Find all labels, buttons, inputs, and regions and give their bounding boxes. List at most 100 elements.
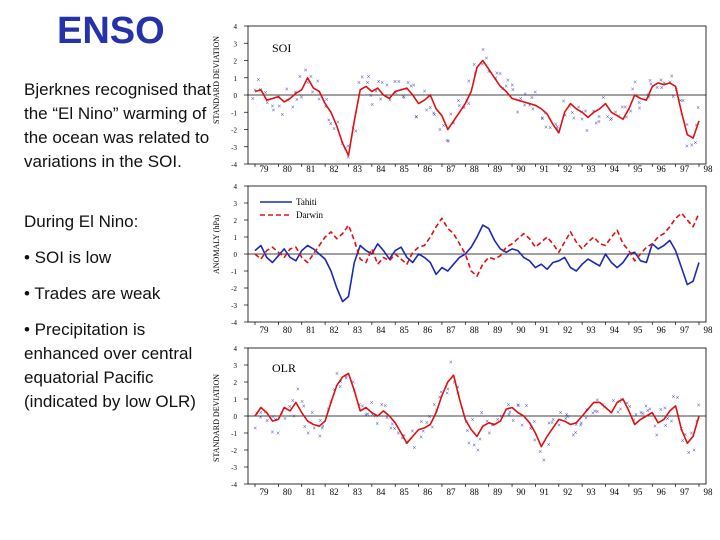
scatter-point: ×: [445, 137, 449, 145]
scatter-point: ×: [530, 94, 534, 102]
x-tick-label: 90: [517, 325, 527, 335]
scatter-point: ×: [329, 398, 333, 406]
x-tick-label: 97: [680, 487, 690, 497]
scatter-point: ×: [357, 401, 361, 409]
scatter-point: ×: [438, 394, 442, 402]
scatter-point: ×: [670, 73, 674, 81]
y-tick-label: -4: [231, 319, 237, 327]
scatter-point: ×: [532, 418, 536, 426]
x-tick-label: 94: [610, 164, 620, 174]
scatter-point: ×: [606, 113, 610, 121]
scatter-point: ×: [574, 421, 578, 429]
scatter-point: ×: [697, 402, 701, 410]
scatter-point: ×: [326, 406, 330, 414]
series-line-soi-smoothed: [254, 59, 700, 157]
scatter-point: ×: [472, 442, 476, 450]
scatter-point: ×: [425, 419, 429, 427]
scatter-point: ×: [393, 425, 397, 433]
scatter-point: ×: [271, 107, 275, 115]
scatter-point: ×: [681, 97, 685, 105]
scatter-point: ×: [471, 416, 475, 424]
scatter-point: ×: [611, 397, 615, 405]
scatter-point: ×: [375, 420, 379, 428]
scatter-point: ×: [648, 405, 652, 413]
scatter-point: ×: [390, 421, 394, 429]
scatter-point: ×: [473, 69, 477, 77]
scatter-point: ×: [671, 93, 675, 101]
scatter-point: ×: [675, 394, 679, 402]
scatter-point: ×: [500, 412, 504, 420]
y-tick-label: 4: [234, 183, 238, 191]
scatter-point: ×: [681, 437, 685, 445]
scatter-point: ×: [338, 383, 342, 391]
scatter-point: ×: [580, 116, 584, 124]
scatter-point: ×: [646, 407, 650, 415]
scatter-point: ×: [562, 97, 566, 105]
scatter-point: ×: [253, 425, 257, 433]
scatter-point: ×: [516, 402, 520, 410]
x-tick-label: 79: [260, 325, 270, 335]
x-tick-label: 85: [400, 487, 410, 497]
legend-label-darwin: Darwin: [296, 210, 323, 220]
scatter-point: ×: [438, 126, 442, 134]
scatter-point: ×: [616, 409, 620, 417]
scatter-point: ×: [377, 78, 381, 86]
scatter-point: ×: [472, 61, 476, 69]
scatter-point: ×: [579, 419, 583, 427]
scatter-point: ×: [548, 124, 552, 132]
scatter-point: ×: [655, 431, 659, 439]
x-tick-label: 89: [493, 164, 503, 174]
scatter-point: ×: [457, 97, 461, 105]
scatter-point: ×: [511, 417, 515, 425]
scatter-point: ×: [389, 424, 393, 432]
scatter-point: ×: [286, 96, 290, 104]
y-tick-label: 3: [234, 40, 238, 48]
scatter-point: ×: [402, 432, 406, 440]
scatter-point: ×: [496, 416, 500, 424]
scatter-point: ×: [571, 431, 575, 439]
x-tick-label: 93: [587, 487, 597, 497]
scatter-point: ×: [557, 421, 561, 429]
scatter-point: ×: [538, 448, 542, 456]
x-tick-label: 89: [493, 487, 503, 497]
scatter-point: ×: [423, 88, 427, 96]
scatter-point: ×: [547, 441, 551, 449]
scatter-point: ×: [631, 85, 635, 93]
scatter-point: ×: [259, 413, 263, 421]
scatter-point: ×: [653, 423, 657, 431]
scatter-point: ×: [354, 128, 358, 136]
scatter-point: ×: [516, 402, 520, 410]
scatter-point: ×: [374, 88, 378, 96]
scatter-point: ×: [618, 398, 622, 406]
scatter-point: ×: [447, 137, 451, 145]
x-tick-label: 92: [563, 325, 572, 335]
scatter-point: ×: [564, 415, 568, 423]
scatter-point: ×: [638, 104, 642, 112]
scatter-point: ×: [409, 82, 413, 90]
scatter-point: ×: [300, 398, 304, 406]
scatter-point: ×: [617, 112, 621, 120]
panel-label: OLR: [272, 361, 296, 375]
scatter-point: ×: [433, 111, 437, 119]
scatter-point: ×: [327, 116, 331, 124]
scatter-point: ×: [591, 410, 595, 418]
scatter-point: ×: [344, 372, 348, 380]
scatter-point: ×: [608, 116, 612, 124]
y-tick-label: -3: [231, 464, 237, 472]
scatter-point: ×: [689, 430, 693, 438]
scatter-point: ×: [324, 103, 328, 111]
scatter-point: ×: [547, 420, 551, 428]
scatter-point: ×: [559, 409, 563, 417]
scatter-point: ×: [285, 85, 289, 93]
y-tick-label: -4: [231, 481, 237, 489]
scatter-point: ×: [585, 127, 589, 135]
scatter-point: ×: [325, 96, 329, 104]
scatter-point: ×: [360, 73, 364, 81]
scatter-point: ×: [632, 417, 636, 425]
scatter-point: ×: [339, 378, 343, 386]
scatter-point: ×: [346, 154, 350, 162]
scatter-point: ×: [430, 423, 434, 431]
scatter-point: ×: [385, 414, 389, 422]
scatter-point: ×: [298, 73, 302, 81]
scatter-point: ×: [665, 415, 669, 423]
